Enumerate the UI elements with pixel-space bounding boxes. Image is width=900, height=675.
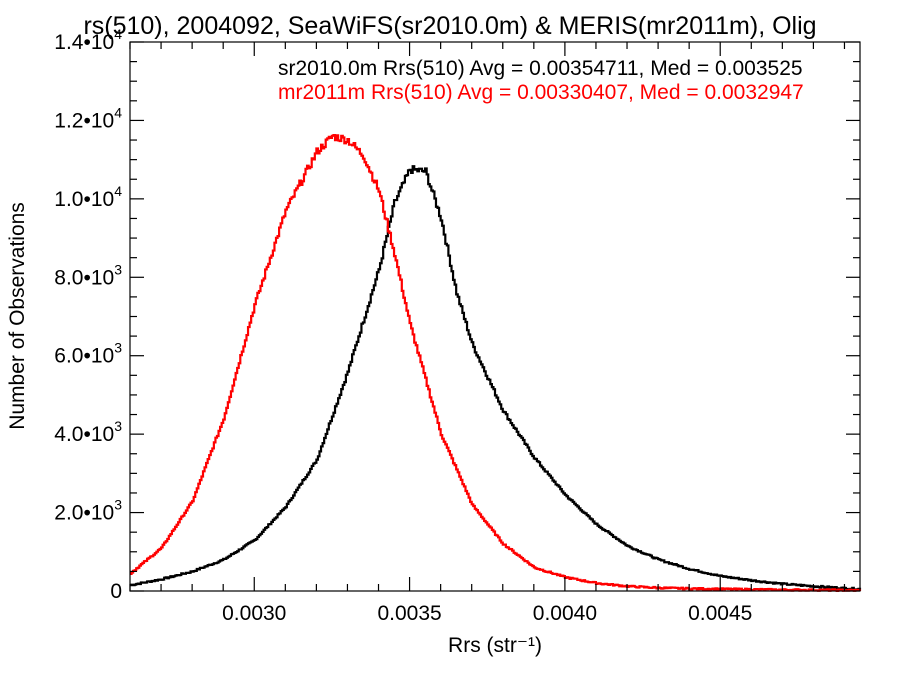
y-tick-label: 0: [110, 580, 122, 603]
y-axis-label: Number of Observations: [6, 202, 29, 430]
legend-entry-sr2010: sr2010.0m Rrs(510) Avg = 0.00354711, Med…: [278, 57, 803, 80]
x-axis-label: Rrs (str⁻¹): [448, 634, 542, 657]
series-lines: [130, 133, 862, 593]
x-tick-label: 0.0045: [688, 602, 752, 625]
x-tick-label: 0.0040: [533, 602, 597, 625]
x-axis-ticks: 0.0030 0.0035 0.0040 0.0045: [129, 42, 846, 625]
chart-title: rs(510), 2004092, SeaWiFS(sr2010.0m) & M…: [83, 12, 816, 40]
series-line-sr2010.0m: [130, 165, 862, 591]
x-tick-label: 0.0030: [222, 602, 286, 625]
y-tick-label: 4.0•103: [54, 418, 122, 446]
y-tick-label: 2.0•103: [54, 497, 122, 525]
series-line-mr2011m: [130, 133, 862, 593]
y-tick-label: 1.4•104: [54, 26, 122, 54]
y-tick-label: 6.0•103: [54, 340, 122, 368]
x-tick-label: 0.0035: [377, 602, 441, 625]
y-tick-label: 1.0•104: [54, 183, 122, 211]
y-axis-ticks: 0 2.0•103 4.0•103 6.0•103 8.0•103 1.0•104 1.2•…: [54, 26, 860, 603]
legend-entry-mr2011: mr2011m Rrs(510) Avg = 0.00330407, Med =…: [278, 81, 804, 104]
y-tick-label: 1.2•104: [54, 104, 122, 132]
plot-frame: [129, 41, 861, 592]
y-tick-label: 8.0•103: [54, 261, 122, 289]
